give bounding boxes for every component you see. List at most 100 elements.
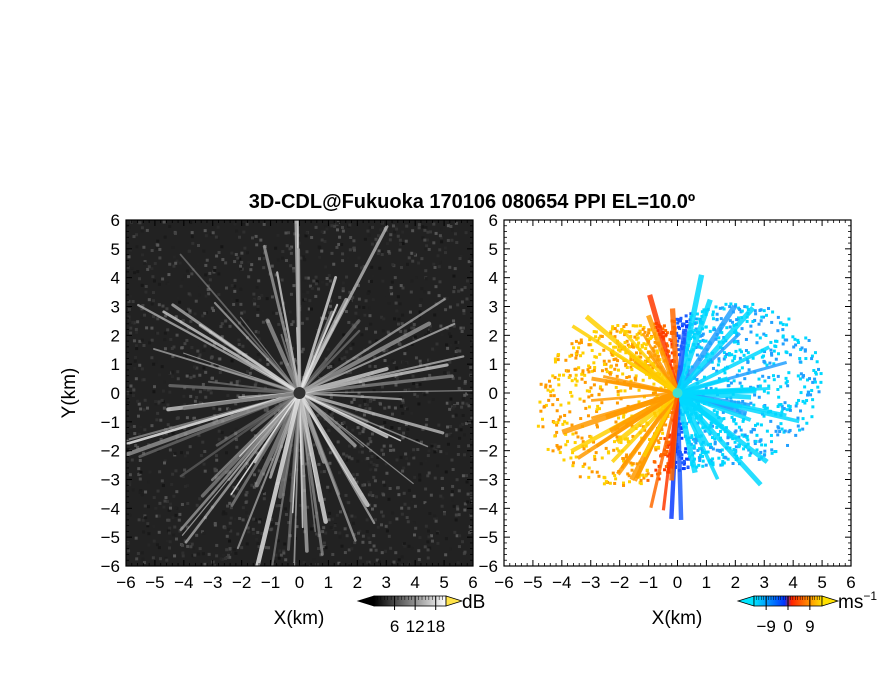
reflectivity-noise bbox=[197, 517, 201, 521]
reflectivity-noise bbox=[352, 521, 356, 525]
velocity-pixel bbox=[573, 377, 577, 381]
velocity-ray bbox=[668, 392, 680, 469]
reflectivity-noise bbox=[158, 557, 162, 561]
reflectivity-noise bbox=[280, 278, 284, 282]
velocity-pixel bbox=[711, 461, 715, 465]
reflectivity-noise bbox=[440, 240, 444, 244]
reflectivity-noise bbox=[188, 311, 192, 315]
velocity-pixel bbox=[583, 462, 587, 466]
reflectivity-noise bbox=[342, 395, 346, 399]
velocity-pixel bbox=[690, 434, 694, 438]
reflectivity-noise bbox=[435, 517, 439, 521]
velocity-image bbox=[536, 274, 823, 521]
velocity-pixel bbox=[743, 305, 747, 309]
reflectivity-ray bbox=[168, 383, 302, 395]
reflectivity-noise bbox=[424, 247, 428, 251]
reflectivity-noise bbox=[287, 231, 291, 235]
reflectivity-noise bbox=[161, 304, 165, 308]
reflectivity-noise bbox=[147, 532, 151, 536]
reflectivity-noise bbox=[174, 438, 178, 442]
reflectivity-noise bbox=[425, 365, 429, 369]
reflectivity-noise bbox=[183, 468, 187, 472]
reflectivity-noise bbox=[369, 440, 373, 444]
reflectivity-noise bbox=[152, 299, 156, 303]
velocity-pixel bbox=[653, 345, 657, 349]
reflectivity-noise bbox=[414, 356, 418, 360]
reflectivity-noise bbox=[392, 230, 396, 234]
reflectivity-noise bbox=[167, 282, 171, 286]
velocity-pixel bbox=[717, 359, 721, 363]
velocity-pixel bbox=[627, 375, 631, 379]
reflectivity-xtick-label: −3 bbox=[203, 573, 222, 592]
velocity-ray bbox=[608, 390, 679, 434]
velocity-pixel bbox=[762, 453, 766, 457]
velocity-pixel bbox=[814, 372, 818, 376]
velocity-colorbar-unit-exponent: −1 bbox=[863, 589, 877, 603]
reflectivity-noise bbox=[378, 266, 382, 270]
reflectivity-noise bbox=[426, 454, 430, 458]
reflectivity-noise bbox=[392, 448, 396, 452]
reflectivity-noise bbox=[366, 456, 370, 460]
reflectivity-noise bbox=[175, 259, 179, 263]
reflectivity-noise bbox=[151, 556, 155, 560]
velocity-pixel bbox=[539, 409, 543, 413]
reflectivity-noise bbox=[380, 315, 384, 319]
reflectivity-noise bbox=[357, 391, 361, 395]
reflectivity-noise bbox=[401, 411, 405, 415]
velocity-pixel bbox=[715, 369, 719, 373]
reflectivity-noise bbox=[380, 448, 384, 452]
reflectivity-noise bbox=[278, 459, 282, 463]
velocity-pixel bbox=[760, 355, 764, 359]
reflectivity-noise bbox=[459, 428, 463, 432]
reflectivity-noise bbox=[337, 426, 341, 430]
reflectivity-noise bbox=[214, 405, 218, 409]
reflectivity-noise bbox=[182, 530, 186, 534]
reflectivity-colorbar-low-extend bbox=[356, 595, 375, 607]
velocity-colorbar-tick-label: −9 bbox=[756, 617, 775, 636]
reflectivity-noise bbox=[380, 220, 384, 224]
velocity-pixel bbox=[817, 367, 821, 371]
reflectivity-ray bbox=[184, 391, 301, 544]
reflectivity-noise bbox=[368, 364, 372, 368]
reflectivity-noise bbox=[262, 492, 266, 496]
reflectivity-noise bbox=[456, 349, 460, 353]
reflectivity-noise bbox=[180, 502, 184, 506]
reflectivity-noise bbox=[405, 516, 409, 520]
velocity-pixel bbox=[718, 449, 722, 453]
velocity-pixel bbox=[810, 354, 814, 358]
reflectivity-noise bbox=[413, 392, 417, 396]
reflectivity-xtick-label: 6 bbox=[468, 573, 477, 592]
velocity-pixel bbox=[619, 441, 623, 445]
reflectivity-noise bbox=[461, 474, 465, 478]
reflectivity-noise bbox=[183, 539, 187, 543]
velocity-pixel bbox=[616, 348, 620, 352]
reflectivity-noise bbox=[174, 537, 178, 541]
reflectivity-noise bbox=[360, 266, 364, 270]
reflectivity-noise bbox=[372, 463, 376, 467]
reflectivity-noise bbox=[439, 450, 443, 454]
velocity-pixel bbox=[641, 473, 645, 477]
reflectivity-noise bbox=[380, 253, 384, 257]
reflectivity-noise bbox=[306, 505, 310, 509]
reflectivity-noise bbox=[192, 416, 196, 420]
velocity-pixel bbox=[626, 472, 630, 476]
velocity-pixel bbox=[715, 318, 719, 322]
reflectivity-ray bbox=[289, 391, 301, 503]
velocity-pixel bbox=[592, 361, 596, 365]
reflectivity-noise bbox=[331, 527, 335, 531]
reflectivity-ray bbox=[298, 391, 324, 556]
reflectivity-noise bbox=[174, 261, 178, 265]
velocity-pixel bbox=[570, 423, 574, 427]
reflectivity-noise bbox=[135, 347, 139, 351]
reflectivity-noise bbox=[131, 488, 135, 492]
reflectivity-noise bbox=[438, 248, 442, 252]
reflectivity-noise bbox=[374, 548, 378, 552]
velocity-pixel bbox=[555, 409, 559, 413]
velocity-pixel bbox=[553, 357, 557, 361]
reflectivity-noise bbox=[198, 353, 202, 357]
reflectivity-noise bbox=[284, 512, 288, 516]
reflectivity-noise bbox=[249, 560, 253, 564]
velocity-pixel bbox=[608, 342, 612, 346]
reflectivity-noise bbox=[437, 310, 441, 314]
reflectivity-noise bbox=[140, 493, 144, 497]
